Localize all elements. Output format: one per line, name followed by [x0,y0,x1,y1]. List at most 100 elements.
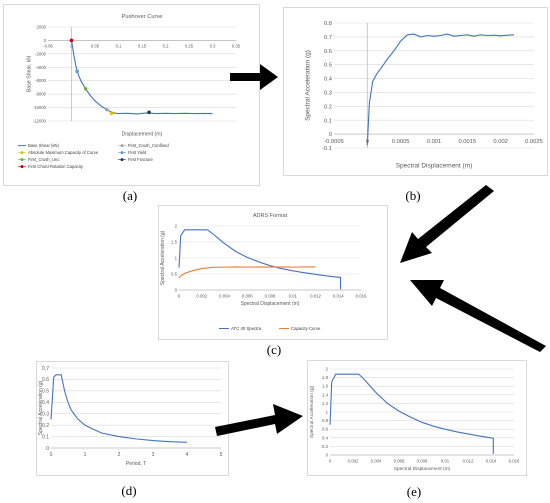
x-tick-label-b: 0.0005 [392,139,410,145]
marker-point-a-2 [70,39,74,43]
x-tick-label-d: 3 [152,452,155,458]
y-tick-label-b: 0.7 [324,35,332,41]
panel-c: 0 0.5 1 1.5 2 0 0.002 0.004 0.006 0.008 0.01 0.012 0… [158,205,388,340]
panel-label-d: (d) [114,483,144,499]
x-tick-label-a: 0.15 [138,44,147,49]
y-tick-label-c: 2 [175,224,178,229]
y-tick-label-b: 0.8 [324,21,332,27]
marker-point-a-1 [84,87,88,91]
legend-swatch-a [21,165,24,168]
x-tick-label-c: 0.002 [196,293,207,298]
x-tick-label-e: 0.016 [509,458,520,463]
y-axis-label-c: Spectral Acceleration (g) [160,230,166,285]
y-tick-label-b: 0.6 [324,49,332,55]
y-tick-label-e: 0.6 [322,427,329,432]
x-tick-label-e: 0.008 [417,458,428,463]
x-tick-label-e: 0.004 [371,458,382,463]
arrow-b-to-c [398,183,498,268]
y-tick-label-a: -4000 [35,65,46,70]
legend-label-a: First Yield [128,150,147,155]
legend-swatch-a [21,151,24,154]
x-tick-label-d: 0 [50,452,53,458]
marker-point-a-0 [110,111,114,115]
x-tick-label-c: 0 [178,293,181,298]
legend-swatch-a [121,158,124,161]
legend-swatch-a [21,158,24,161]
x-tick-label-a: 0.3 [210,44,216,49]
y-tick-label-a: -6000 [35,78,46,83]
x-tick-label-c: 0.01 [289,293,298,298]
x-tick-label-e: 0 [329,458,332,463]
y-tick-label-e: 0.2 [322,444,329,449]
legend-label-c: ATC 40 Spectra [231,326,262,331]
y-tick-label-a: -12000 [33,118,47,123]
y-axis-label-e: Spectral Acceleration (g) [309,385,315,438]
arrow-d-to-e [213,396,305,438]
x-tick-label-c: 0.016 [356,293,367,298]
chart-e: 0 0.2 0.4 0.6 0.8 1 1.2 1.4 1.6 1.8 2 0 0.002 0.004 0.… [308,361,526,475]
y-tick-label-d: 0 [46,446,49,452]
x-tick-label-c: 0.012 [310,293,321,298]
y-axis-label-a: Base Shear, kN [26,56,32,92]
y-tick-label-b: -0.1 [322,146,332,152]
legend-label-a: First_Crush_Unc [28,157,59,162]
legend-swatch-a [121,144,124,147]
panel-label-e: (e) [399,484,429,500]
panel-label-a: (a) [115,188,145,204]
legend-label-a: Absolute Maximum Capacity of Curve [28,150,99,155]
chart-title-c: ADRS Format [253,213,288,219]
y-tick-label-c: 1 [175,256,178,261]
y-axis-label-b: Spectral Acceleration (g) [305,50,312,121]
y-tick-label-e: 0.4 [322,435,329,440]
y-axis-label-d: Spectral Acceleration (g) [38,380,44,435]
x-axis-label-c: Spectral Displacement (m) [241,301,300,307]
legend-swatch-a [121,151,124,154]
x-tick-label-c: 0.004 [219,293,230,298]
chart-a: 2000 0 -2000 -4000 -6000 -8000 -10000 -12000 -0.… [4,5,259,185]
y-tick-label-b: 0.2 [324,104,332,110]
x-tick-label-b: 0.0015 [458,139,476,145]
x-tick-label-d: 2 [118,452,121,458]
y-tick-label-b: 0.3 [324,90,332,96]
x-tick-label-e: 0.006 [394,458,405,463]
y-tick-label-e: 1.2 [322,401,329,406]
panel-e: 0 0.2 0.4 0.6 0.8 1 1.2 1.4 1.6 1.8 2 0 0.002 0.004 0.… [307,360,527,476]
legend-label-a: First Fracture [128,157,154,162]
x-axis-label-b: Spectral Displacement (m) [396,162,473,169]
legend-label-a: First_Crush_Confined [128,143,169,148]
arrow-e-to-c [408,274,550,354]
x-tick-label-c: 0.014 [333,293,344,298]
y-tick-label-c: 0.5 [171,272,178,277]
arrow-a-to-b [228,62,280,92]
y-tick-label-e: 1.8 [322,375,329,380]
legend-label-a: Base Shear (kN) [28,143,60,148]
x-tick-label-a: 0.2 [163,44,169,49]
y-tick-label-b: 0.1 [324,118,332,124]
series-line-c-1 [179,267,316,278]
panel-label-c: (c) [259,342,289,358]
chart-d: 00.10.20.30.40.50.60.70 1 2 3 4 5Period, TSpe… [37,362,228,475]
chart-title-a: Pushover Curve [122,14,163,20]
chart-c: 0 0.5 1 1.5 2 0 0.002 0.004 0.006 0.008 0.01 0.012 0… [159,206,387,339]
y-tick-label-c: 1.5 [171,240,178,245]
marker-point-a-3 [105,108,109,112]
x-tick-label-b: 0.002 [493,139,508,145]
x-tick-label-e: 0.012 [463,458,474,463]
y-tick-label-b: 0 [329,132,332,138]
y-tick-label-e: 1.6 [322,384,329,389]
x-tick-label-a: 0.1 [116,44,122,49]
y-tick-label-e: 0 [326,453,329,458]
x-tick-label-a: 0.05 [91,44,100,49]
chart-b: 0.80.70.60.50.40.30.20.10-0.1-0.0005 0 0.0… [284,8,547,175]
x-tick-label-a: -0.05 [43,44,53,49]
y-tick-label-a: -8000 [35,92,46,97]
y-tick-label-e: 2 [326,367,329,372]
y-tick-label-b: 0.5 [324,63,332,69]
x-tick-label-a: 0.25 [185,44,194,49]
x-tick-label-b: 0.001 [427,139,442,145]
x-tick-label-b: -0.0005 [324,139,344,145]
legend-label-a: First Chord Rotation Capacity [28,164,84,169]
y-tick-label-e: 1.4 [322,392,329,397]
y-tick-label-a: 0 [44,38,47,43]
x-axis-label-e: Spectral Displacement (m) [394,466,451,472]
